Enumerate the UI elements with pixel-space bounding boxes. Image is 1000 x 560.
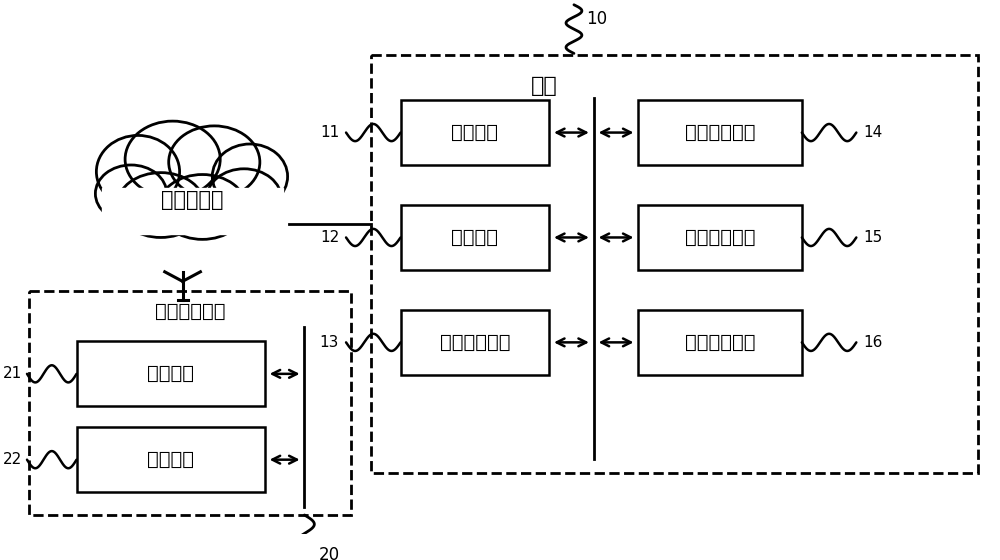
- Text: 10: 10: [586, 10, 607, 27]
- Ellipse shape: [96, 136, 180, 208]
- Bar: [401, 205, 549, 270]
- Text: 20: 20: [318, 546, 339, 560]
- Ellipse shape: [169, 126, 260, 198]
- Ellipse shape: [95, 165, 167, 222]
- Bar: [98, 186, 287, 236]
- Text: 监听用户终端: 监听用户终端: [155, 302, 225, 321]
- Text: 加入模块: 加入模块: [147, 365, 194, 384]
- Text: 13: 13: [320, 335, 339, 350]
- Text: 命令模块: 命令模块: [451, 228, 498, 247]
- Bar: [77, 342, 265, 406]
- Bar: [638, 205, 802, 270]
- Bar: [371, 55, 978, 473]
- Text: 寻呼模块: 寻呼模块: [451, 123, 498, 142]
- Text: 14: 14: [863, 125, 883, 140]
- Ellipse shape: [212, 144, 288, 209]
- Ellipse shape: [117, 172, 204, 237]
- Bar: [77, 427, 265, 492]
- Text: 15: 15: [863, 230, 883, 245]
- Text: 第一设定模块: 第一设定模块: [685, 123, 755, 142]
- Text: 12: 12: [320, 230, 339, 245]
- Bar: [638, 310, 802, 375]
- Bar: [102, 188, 283, 234]
- Bar: [638, 100, 802, 165]
- Bar: [401, 100, 549, 165]
- Bar: [29, 291, 351, 515]
- Ellipse shape: [125, 121, 220, 198]
- Text: 基站: 基站: [531, 76, 558, 96]
- Text: 第二设定模块: 第二设定模块: [685, 333, 755, 352]
- Text: 群组建立模块: 群组建立模块: [440, 333, 510, 352]
- Text: 21: 21: [3, 366, 22, 381]
- Ellipse shape: [206, 169, 282, 230]
- Bar: [401, 310, 549, 375]
- Text: 11: 11: [320, 125, 339, 140]
- Text: 无线通信网: 无线通信网: [161, 190, 224, 210]
- Text: 22: 22: [3, 452, 22, 467]
- Text: 激活模块: 激活模块: [147, 450, 194, 469]
- Text: 切换检测模块: 切换检测模块: [685, 228, 755, 247]
- Text: 16: 16: [863, 335, 883, 350]
- Ellipse shape: [159, 175, 246, 239]
